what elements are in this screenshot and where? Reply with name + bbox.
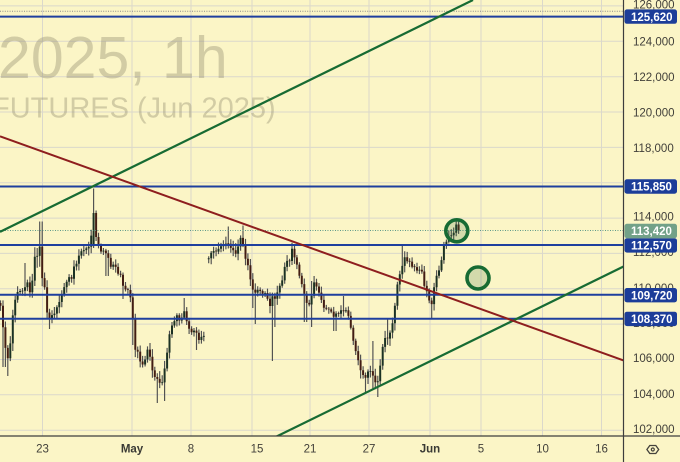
svg-text:120,000: 120,000 (633, 108, 675, 120)
svg-text:10: 10 (536, 443, 549, 455)
svg-text:122,000: 122,000 (633, 72, 675, 84)
svg-text:115,850: 115,850 (631, 182, 672, 194)
svg-text:15: 15 (251, 443, 264, 455)
svg-text:106,000: 106,000 (633, 353, 675, 365)
svg-text:124,000: 124,000 (633, 37, 675, 49)
svg-text:102,000: 102,000 (633, 424, 675, 436)
svg-text:21: 21 (304, 443, 317, 455)
svg-text:2025, 1h: 2025, 1h (0, 25, 228, 91)
svg-text:16: 16 (595, 443, 608, 455)
svg-text:126,000: 126,000 (633, 0, 675, 12)
svg-text:112,570: 112,570 (631, 241, 672, 253)
svg-text:May: May (121, 443, 144, 455)
svg-text:118,000: 118,000 (633, 143, 674, 155)
svg-text:FUTURES (Jun 2025): FUTURES (Jun 2025) (0, 93, 276, 125)
svg-text:5: 5 (478, 443, 484, 455)
svg-text:108,370: 108,370 (631, 314, 673, 326)
svg-text:8: 8 (188, 443, 194, 455)
svg-text:114,000: 114,000 (633, 211, 674, 223)
svg-text:Jun: Jun (420, 443, 440, 455)
svg-text:109,720: 109,720 (631, 290, 673, 302)
svg-text:23: 23 (36, 443, 49, 455)
svg-text:27: 27 (363, 443, 376, 455)
svg-text:113,420: 113,420 (631, 226, 672, 238)
svg-text:125,620: 125,620 (631, 12, 673, 24)
svg-text:104,000: 104,000 (633, 389, 675, 401)
